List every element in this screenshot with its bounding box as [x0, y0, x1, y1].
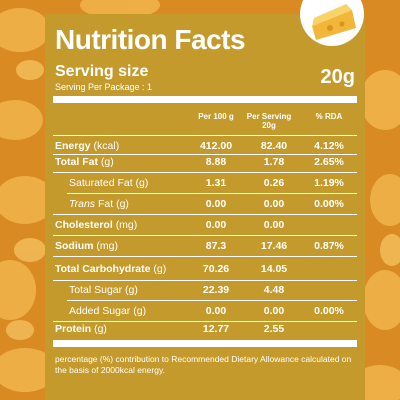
nutrient-name: Total Sugar — [69, 284, 123, 296]
per-100g-value: 8.88 — [205, 156, 227, 168]
rda-value: 1.19% — [314, 177, 344, 189]
rda-value: 2.65% — [314, 156, 344, 168]
nutrient-row: Total Fat (g) 8.88 1.78 2.65% — [53, 154, 357, 170]
nutrient-row: Total Sugar (g) 22.39 4.48 — [53, 282, 357, 298]
nutrient-name: Cholesterol — [55, 219, 113, 231]
rda-value: 0.00% — [314, 305, 344, 317]
rda-value: 0.87% — [314, 240, 344, 252]
per-serving-value: 17.46 — [260, 240, 288, 252]
nutrient-label: Total Fat (g) — [55, 154, 114, 170]
nutrient-unit: (g) — [133, 305, 147, 317]
per-100g-value: 87.3 — [205, 240, 227, 252]
nutrient-label: Sodium (mg) — [55, 238, 118, 254]
nutrient-row: Sodium (mg) 87.3 17.46 0.87% — [53, 238, 357, 254]
nutrient-label: Energy (kcal) — [55, 138, 119, 154]
nutrient-row: Energy (kcal) 412.00 82.40 4.12% — [53, 138, 357, 154]
nutrient-name: Sodium — [55, 240, 94, 252]
divider — [53, 280, 357, 281]
divider — [53, 321, 357, 322]
nutrient-unit: (g) — [125, 284, 138, 296]
nutrient-row: Total Carbohydrate (g) 70.26 14.05 — [53, 261, 357, 277]
nutrient-unit: (mg) — [115, 219, 138, 231]
nutrient-name: Protein — [55, 323, 92, 335]
nutrient-unit: (g) — [153, 263, 167, 275]
per-serving-value: 0.00 — [263, 198, 285, 210]
per-100g-value: 22.39 — [202, 284, 230, 296]
per-100g-value: 412.00 — [199, 140, 233, 152]
column-header: Per Serving 20g — [246, 112, 292, 130]
title: Nutrition Facts — [55, 24, 246, 55]
nutrient-label: Total Carbohydrate (g) — [55, 261, 166, 277]
divider — [53, 340, 357, 347]
nutrient-label: Cholesterol (mg) — [55, 217, 137, 233]
nutrient-label: Total Sugar (g) — [69, 282, 138, 298]
nutrient-row: Cholesterol (mg) 0.00 0.00 — [53, 217, 357, 233]
nutrient-unit: (mg) — [96, 240, 119, 252]
servings-per-package: Serving Per Package : 1 — [55, 82, 153, 92]
nutrient-name: Energy — [55, 140, 91, 152]
nutrient-row: Trans Fat (g) 0.00 0.00 0.00% — [53, 196, 357, 212]
nutrient-unit: Fat (g) — [97, 198, 129, 210]
nutrient-name: Total Carbohydrate — [55, 263, 151, 275]
per-serving-value: 0.00 — [263, 305, 285, 317]
per-serving-value: 14.05 — [260, 263, 288, 275]
per-100g-value: 12.77 — [202, 323, 230, 335]
divider — [53, 154, 357, 155]
nutrient-row: Protein (g) 12.77 2.55 — [53, 321, 357, 337]
footnote: percentage (%) contribution to Recommend… — [55, 354, 352, 375]
divider — [53, 214, 357, 215]
column-header: % RDA — [315, 112, 343, 121]
nutrient-unit: (g) — [100, 156, 114, 168]
nutrient-label: Protein (g) — [55, 321, 107, 337]
per-serving-value: 2.55 — [263, 323, 285, 335]
rda-value: 4.12% — [314, 140, 344, 152]
divider — [53, 235, 357, 236]
per-100g-value: 0.00 — [205, 198, 227, 210]
divider — [67, 193, 357, 194]
nutrient-label: Saturated Fat (g) — [69, 175, 148, 191]
per-100g-value: 0.00 — [205, 219, 227, 231]
nutrient-label: Added Sugar (g) — [69, 303, 146, 319]
divider — [53, 256, 357, 257]
per-100g-value: 70.26 — [202, 263, 230, 275]
nutrient-name: Saturated Fat — [69, 177, 133, 189]
nutrient-row: Added Sugar (g) 0.00 0.00 0.00% — [53, 303, 357, 319]
per-serving-value: 4.48 — [263, 284, 285, 296]
nutrient-unit: (g) — [135, 177, 149, 189]
divider — [67, 300, 357, 301]
nutrient-name: Added Sugar — [69, 305, 131, 317]
per-100g-value: 0.00 — [205, 305, 227, 317]
divider — [53, 135, 357, 136]
serving-size-label: Serving size — [55, 63, 149, 80]
per-serving-value: 82.40 — [260, 140, 288, 152]
serving-amount: 20g — [320, 66, 355, 88]
nutrient-row: Saturated Fat (g) 1.31 0.26 1.19% — [53, 175, 357, 191]
column-header: Per 100 g — [198, 112, 234, 121]
per-serving-value: 0.00 — [263, 219, 285, 231]
per-serving-value: 1.78 — [263, 156, 285, 168]
cheese-badge — [300, 0, 364, 46]
nutrient-name: Total Fat — [55, 156, 98, 168]
divider — [53, 172, 357, 173]
nutrition-panel: Nutrition Facts Serving size Serving Per… — [45, 14, 365, 400]
nutrient-name: Trans — [69, 198, 96, 210]
divider — [53, 96, 357, 103]
nutrient-unit: (kcal) — [93, 140, 120, 152]
nutrient-unit: (g) — [94, 323, 107, 335]
per-serving-value: 0.26 — [263, 177, 285, 189]
rda-value: 0.00% — [314, 198, 344, 210]
per-100g-value: 1.31 — [205, 177, 227, 189]
nutrient-label: Trans Fat (g) — [69, 196, 129, 212]
